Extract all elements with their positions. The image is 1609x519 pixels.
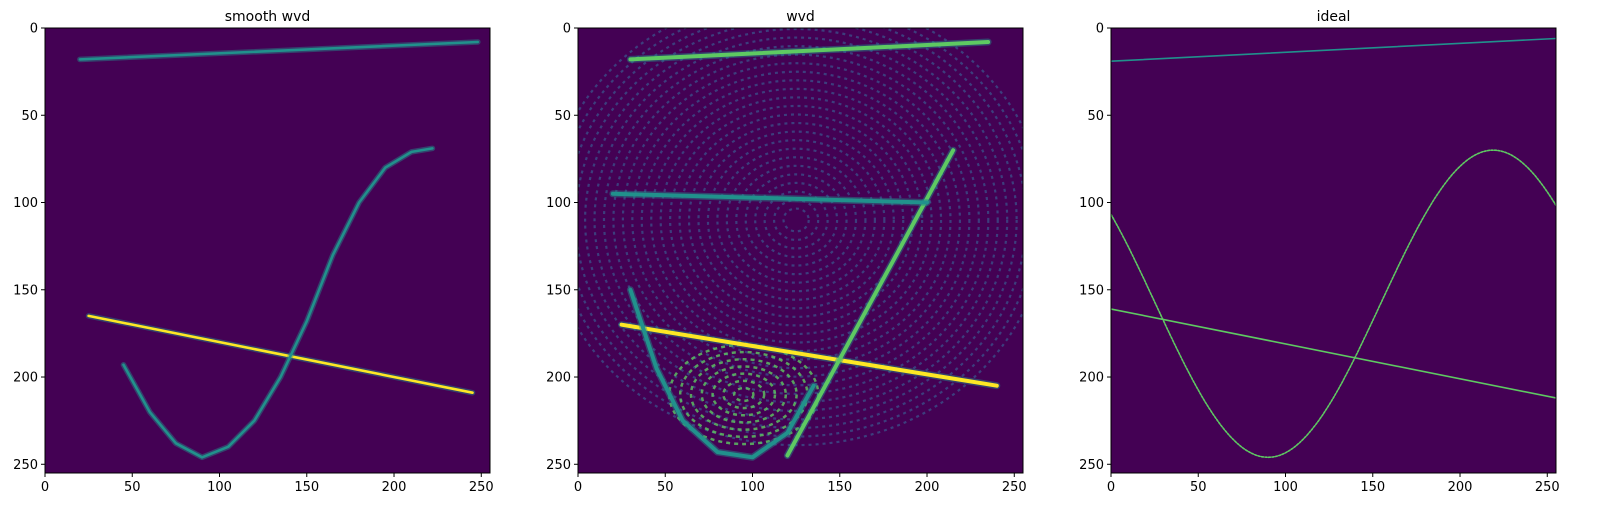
feature-sine bbox=[1111, 149, 1556, 459]
cross-term-ring bbox=[706, 139, 886, 301]
cross-term-ring bbox=[697, 130, 895, 310]
y-tick-label: 150 bbox=[546, 283, 571, 298]
heatmap-background bbox=[1111, 28, 1556, 473]
axes-frame bbox=[1110, 27, 1557, 474]
y-tick-label: 200 bbox=[13, 371, 38, 386]
cross-term-ring bbox=[732, 386, 755, 403]
feature-line bbox=[1111, 308, 1556, 399]
cross-term-ring bbox=[716, 147, 876, 293]
y-tick-label: 200 bbox=[1079, 371, 1104, 386]
cross-term-ring bbox=[754, 181, 839, 259]
feature-line bbox=[1111, 37, 1556, 62]
cross-term-ring bbox=[744, 173, 848, 267]
x-tick-label: 0 bbox=[41, 480, 49, 495]
y-tick-label: 50 bbox=[1087, 109, 1104, 124]
feature-line bbox=[619, 322, 999, 388]
feature-line bbox=[628, 40, 991, 62]
panel-title: wvd bbox=[786, 9, 815, 25]
x-tick-label: 250 bbox=[1535, 480, 1560, 495]
cross-term-ring bbox=[621, 62, 971, 378]
cross-term-ring bbox=[668, 343, 820, 446]
y-tick-label: 250 bbox=[13, 458, 38, 473]
heatmap-background bbox=[45, 28, 490, 473]
feature-line bbox=[610, 191, 929, 205]
panel-title: ideal bbox=[1317, 9, 1351, 25]
cross-term-ring bbox=[687, 121, 905, 318]
feature-line bbox=[78, 40, 480, 61]
y-tick-label: 100 bbox=[1079, 196, 1104, 211]
y-tick-label: 200 bbox=[546, 371, 571, 386]
y-tick-label: 150 bbox=[13, 283, 38, 298]
feature-line bbox=[87, 314, 474, 394]
x-tick-label: 150 bbox=[1360, 480, 1385, 495]
cross-term-ring bbox=[711, 372, 777, 417]
heatmap-content bbox=[77, 39, 481, 461]
y-tick-label: 0 bbox=[1096, 22, 1104, 37]
x-tick-label: 250 bbox=[469, 480, 494, 495]
y-tick-label: 0 bbox=[30, 22, 38, 37]
x-tick-label: 200 bbox=[382, 480, 407, 495]
x-tick-label: 50 bbox=[657, 480, 674, 495]
cross-term-ring bbox=[735, 164, 858, 276]
cross-term-ring bbox=[782, 207, 810, 233]
cross-term-ring bbox=[669, 104, 924, 336]
y-tick-label: 150 bbox=[1079, 283, 1104, 298]
cross-term-ring bbox=[640, 79, 952, 361]
cross-term-ring bbox=[593, 36, 999, 404]
cross-term-ring bbox=[650, 87, 943, 353]
panel-title: smooth wvd bbox=[225, 9, 311, 25]
x-tick-label: 0 bbox=[574, 480, 582, 495]
cross-term-ring bbox=[612, 53, 980, 387]
cross-term-ring bbox=[725, 156, 867, 284]
y-tick-label: 50 bbox=[21, 109, 38, 124]
x-tick-label: 50 bbox=[1190, 480, 1207, 495]
y-tick-label: 0 bbox=[563, 22, 571, 37]
x-tick-label: 250 bbox=[1002, 480, 1027, 495]
heatmap-content bbox=[578, 28, 1023, 461]
cross-term-ring bbox=[584, 28, 1009, 412]
y-tick-label: 50 bbox=[554, 109, 571, 124]
heatmap-content bbox=[1111, 37, 1556, 459]
cross-term-ring bbox=[578, 28, 1023, 430]
cross-term-ring bbox=[689, 358, 798, 431]
x-tick-label: 200 bbox=[1448, 480, 1473, 495]
cross-term-ring bbox=[678, 350, 809, 439]
x-tick-label: 100 bbox=[740, 480, 765, 495]
cross-term-ring bbox=[578, 28, 1023, 447]
x-tick-label: 50 bbox=[124, 480, 141, 495]
cross-term-ring bbox=[763, 190, 829, 250]
x-tick-label: 0 bbox=[1107, 480, 1115, 495]
y-tick-label: 250 bbox=[546, 458, 571, 473]
x-tick-label: 150 bbox=[827, 480, 852, 495]
x-tick-label: 200 bbox=[915, 480, 940, 495]
axes-frame bbox=[44, 27, 491, 474]
feature-curve bbox=[628, 287, 816, 460]
cross-term-ring bbox=[602, 45, 990, 395]
cross-term-ring bbox=[631, 70, 962, 370]
x-tick-label: 150 bbox=[294, 480, 319, 495]
x-tick-label: 100 bbox=[1273, 480, 1298, 495]
y-tick-label: 100 bbox=[13, 196, 38, 211]
cross-term-ring bbox=[700, 365, 788, 424]
x-tick-label: 100 bbox=[207, 480, 232, 495]
cross-term-ring bbox=[678, 113, 914, 327]
cross-term-ring bbox=[722, 379, 766, 410]
axes-frame bbox=[577, 27, 1024, 474]
y-tick-label: 250 bbox=[1079, 458, 1104, 473]
cross-term-ring bbox=[659, 96, 933, 344]
y-tick-label: 100 bbox=[546, 196, 571, 211]
feature-curve bbox=[122, 147, 434, 459]
